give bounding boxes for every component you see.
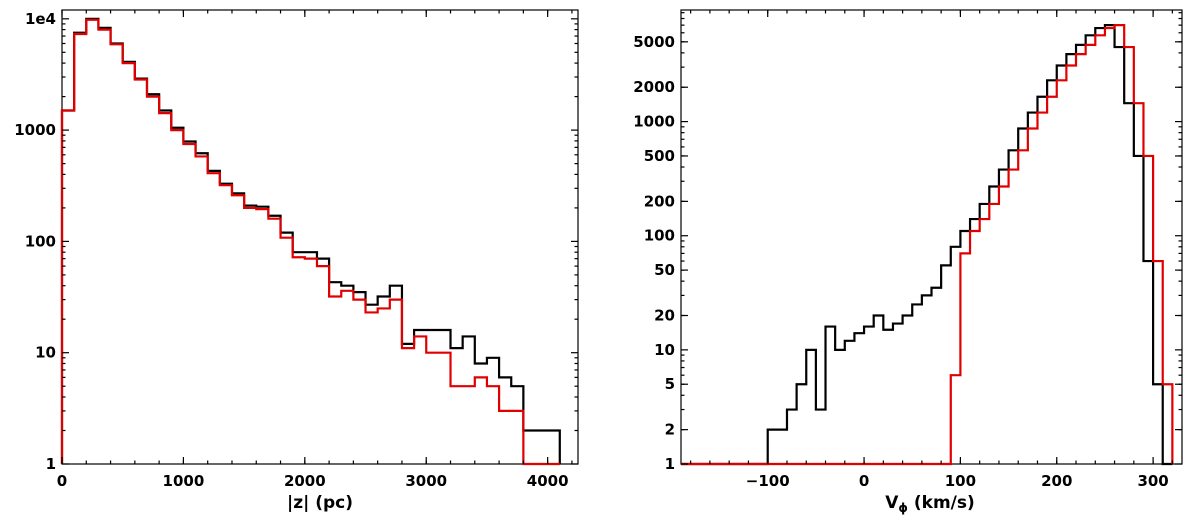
x-tick-label: −100 [746,472,790,490]
plot-frame [680,9,1183,465]
series-red-histogram [60,18,560,466]
y-tick-label: 100 [25,232,56,250]
series-red-histogram [681,24,1174,466]
y-tick-label: 20 [654,307,675,325]
y-tick-label: 50 [654,261,675,279]
x-tick-label: 0 [859,472,869,490]
y-tick-label: 500 [644,147,675,165]
y-tick-label: 10 [654,341,675,359]
x-tick-label: 200 [1041,472,1072,490]
vphi-distribution-panel: −100 0 100 200 300 1 2 5 10 20 50 100 200 500 1000 2000… [633,9,1183,515]
y-tick-label: 100 [644,227,675,245]
x-tick-label: 0 [57,472,67,490]
y-tick-label: 1000 [14,121,56,139]
y-tick-label: 1e4 [25,10,56,28]
series-black-histogram [681,24,1173,466]
y-tick-label: 1 [46,455,56,473]
y-tick-label: 1000 [633,113,675,131]
y-tick-label: 10 [35,344,56,362]
x-tick-label: 300 [1137,472,1168,490]
x-axis-label: |z| (pc) [287,493,353,513]
x-tick-label: 1000 [163,472,205,490]
x-tick-label: 100 [945,472,976,490]
y-tick-label: 5000 [633,33,675,51]
series-black-histogram [60,17,561,464]
x-tick-label: 2000 [284,472,326,490]
z-distribution-panel: 0 1000 2000 3000 4000 1 10 100 1000 1e4 |z| (pc) [14,9,579,513]
y-tick-label: 2 [665,421,675,439]
x-axis-label: Vϕ (km/s) [885,493,975,515]
y-tick-label: 5 [665,375,675,393]
x-tick-label: 4000 [527,472,569,490]
y-tick-label: 2000 [633,78,675,96]
y-tick-label: 200 [644,192,675,210]
y-tick-label: 1 [665,455,675,473]
x-tick-label: 3000 [405,472,447,490]
